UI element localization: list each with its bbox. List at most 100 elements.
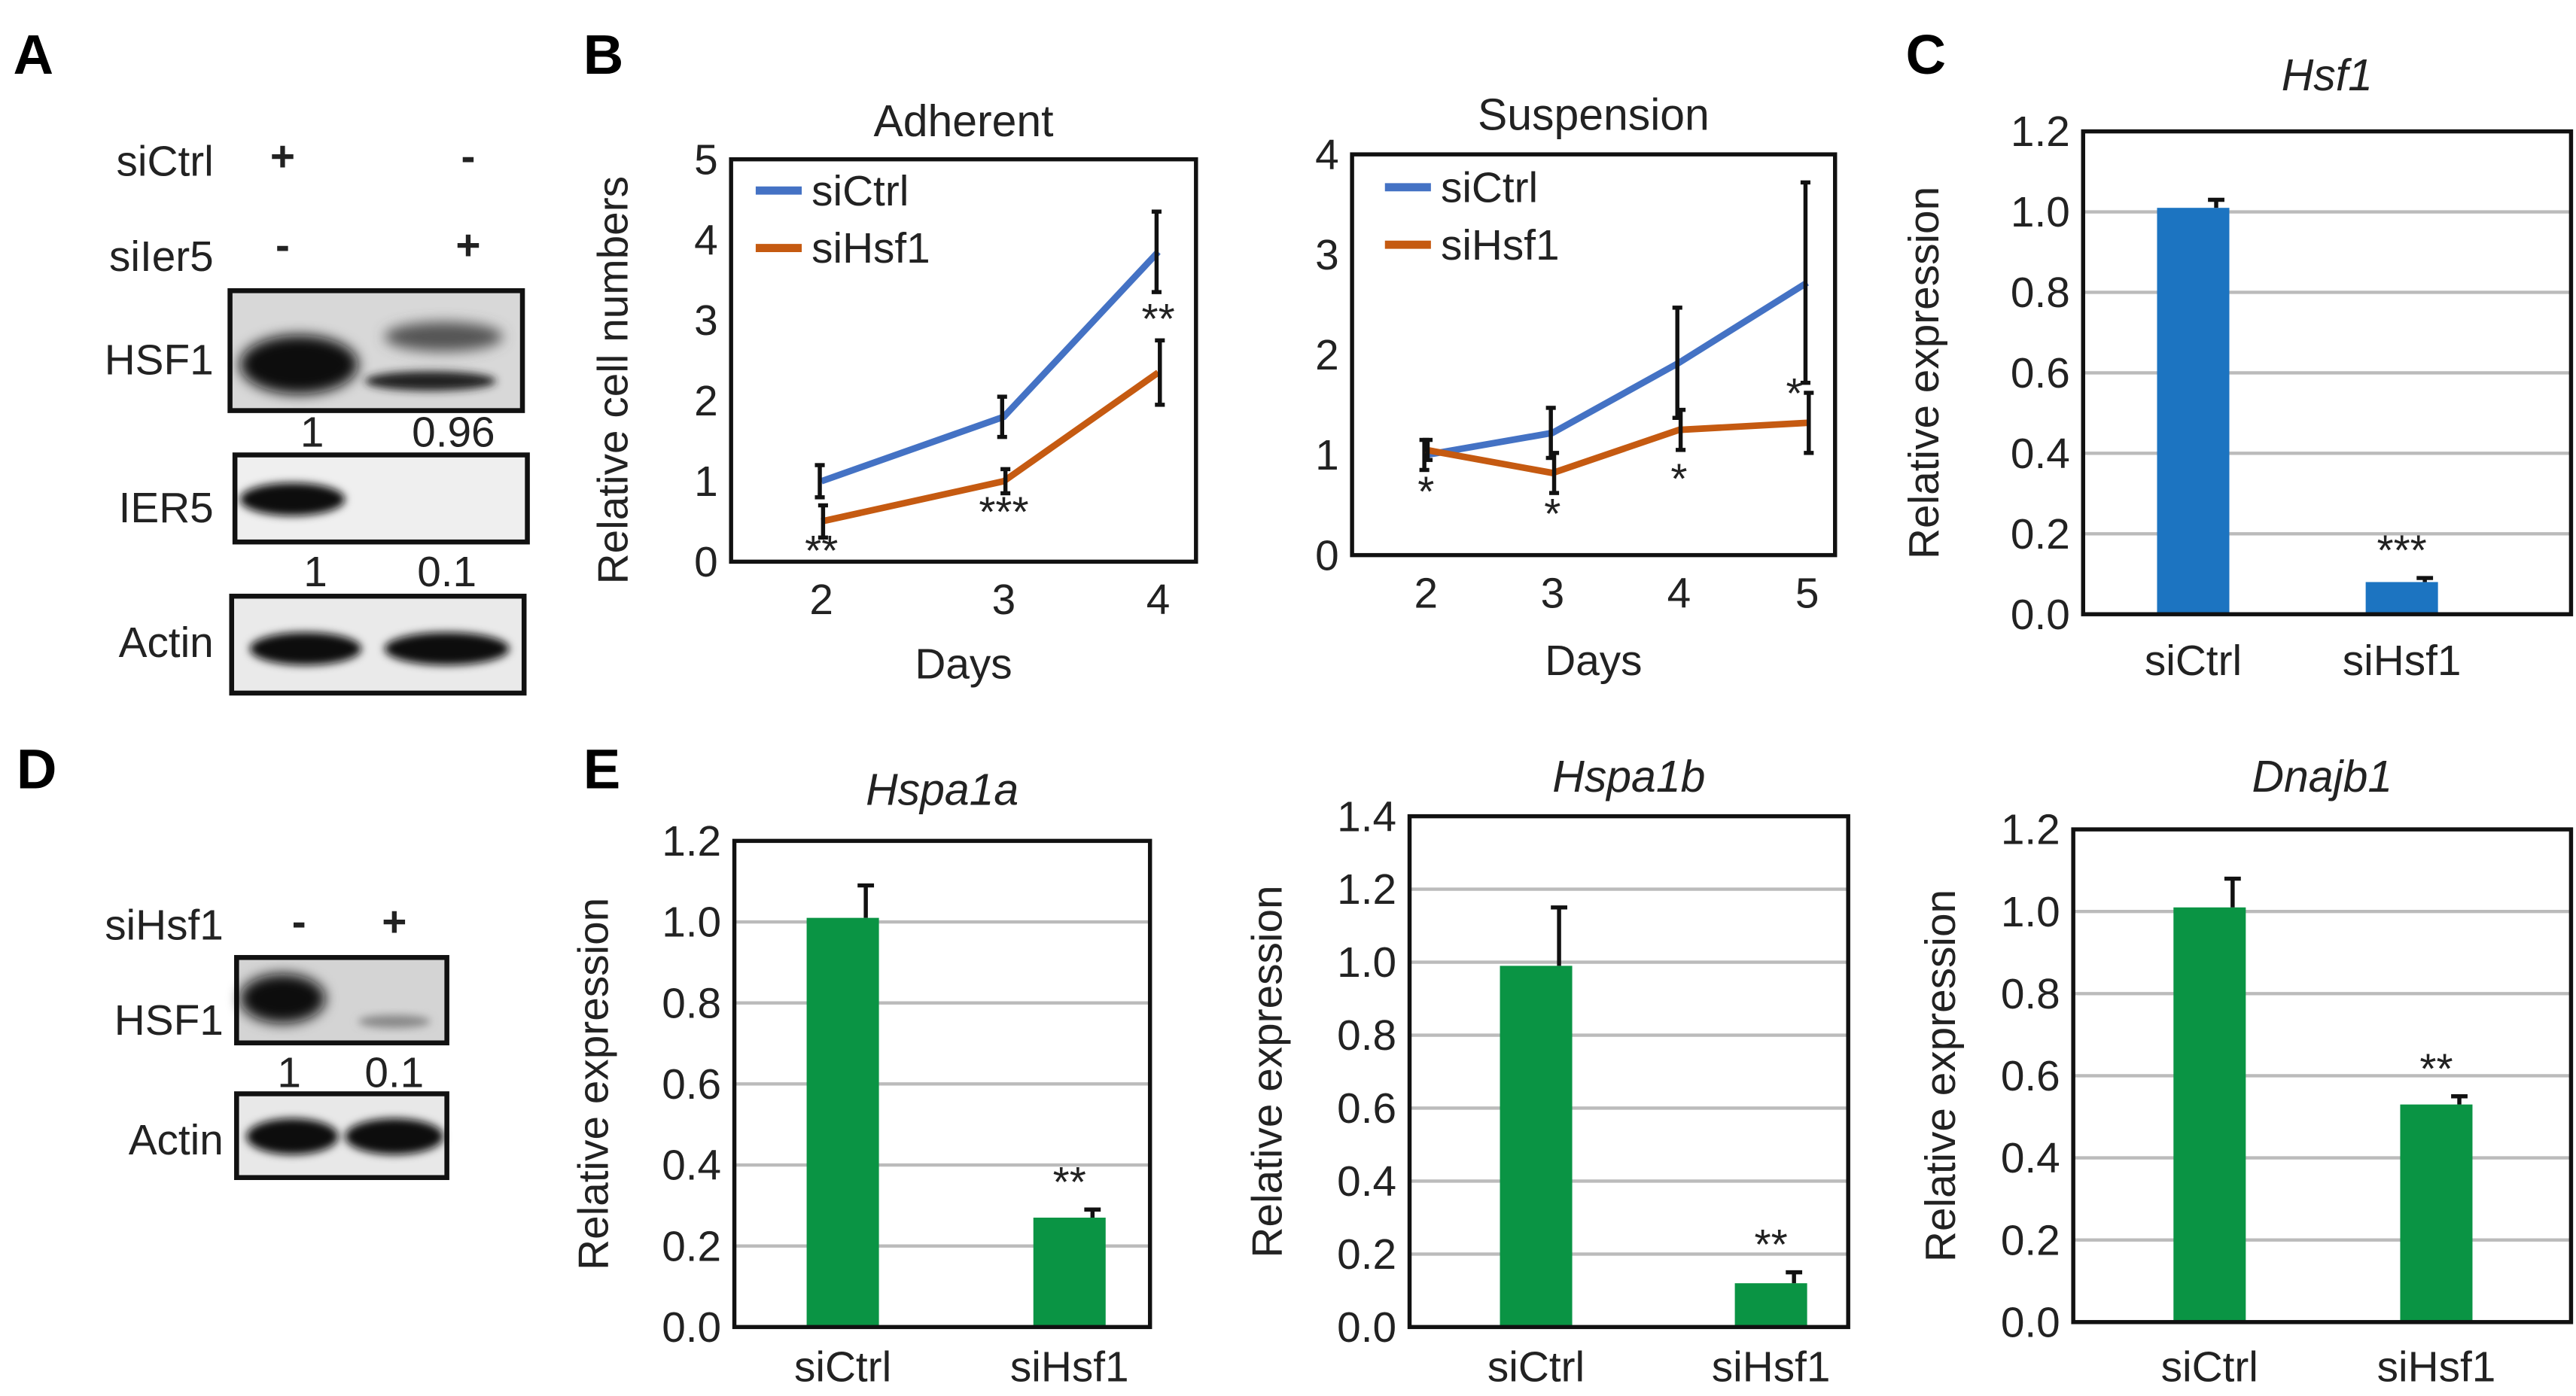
y-tick-label: 0.4	[2001, 1135, 2060, 1182]
chart-title: Hsf1	[2282, 51, 2373, 100]
panel-label-b: B	[583, 23, 624, 86]
legend-label: siCtrl	[1441, 164, 1538, 211]
x-tick-label: 4	[1667, 570, 1691, 617]
significance-marker: *	[1786, 370, 1803, 418]
treatment-label: siCtrl	[117, 138, 214, 186]
y-tick-label: 1.0	[662, 899, 721, 947]
band	[358, 1014, 431, 1029]
y-tick-label: 1	[694, 458, 718, 506]
x-tick-label: 5	[1795, 570, 1819, 617]
y-tick-label: 1.2	[1337, 866, 1396, 914]
y-tick-label: 0.8	[1337, 1012, 1396, 1060]
chart-hspa1a: Hspa1a 0.0 0.2 0.4 0.6 0.8 1.0 1.2 Relative expr…	[571, 765, 1153, 1391]
y-tick-label: 2	[1315, 332, 1339, 379]
y-tick-label: 4	[1315, 132, 1339, 179]
x-axis-label: Days	[1545, 637, 1642, 685]
plot-frame	[2071, 827, 2574, 1325]
chart-title: Suspension	[1478, 90, 1710, 139]
x-category-label: siCtrl	[1487, 1343, 1585, 1391]
x-tick-label: 2	[809, 576, 833, 624]
y-tick-label: 0.8	[2001, 971, 2060, 1018]
y-tick-label: 0.4	[662, 1142, 721, 1190]
y-tick-label: 0.2	[662, 1223, 721, 1270]
chart-hsf1: Hsf1 0.0 0.2 0.4 0.6 0.8 1.0 1.2 Relative expres…	[1901, 51, 2574, 685]
y-tick-label: 0.8	[2011, 269, 2070, 317]
band-label: HSF1	[105, 337, 214, 385]
y-tick-label: 1	[1315, 432, 1339, 479]
band	[384, 321, 503, 352]
treatment-sign: -	[276, 222, 290, 269]
x-category-label: siCtrl	[2161, 1343, 2258, 1391]
significance-marker: **	[805, 528, 838, 575]
panel-label-e: E	[583, 738, 620, 801]
y-tick-label: 0	[694, 539, 718, 586]
y-tick-label: 0.0	[662, 1304, 721, 1352]
bar-siCtrl	[1500, 966, 1573, 1328]
legend-label: siHsf1	[1441, 222, 1560, 269]
plot-frame	[1350, 152, 1838, 558]
y-axis-label: Relative cell numbers	[590, 176, 638, 584]
quantification: 1	[300, 409, 324, 457]
significance-marker: **	[2419, 1045, 2453, 1093]
x-tick-label: 3	[992, 576, 1016, 624]
y-tick-label: 1.4	[1337, 793, 1396, 841]
y-tick-label: 3	[1315, 232, 1339, 279]
band	[246, 1118, 339, 1155]
x-category-label: siHsf1	[2377, 1343, 2496, 1391]
western-blot-d: siHsf1 - + HSF1 1 0.1 Actin	[105, 899, 449, 1181]
y-axis-label: Relative expression	[1901, 187, 1948, 559]
chart-title: Hspa1b	[1552, 753, 1705, 801]
x-axis-label: Days	[915, 640, 1012, 688]
band-label: HSF1	[114, 997, 224, 1045]
treatment-sign: -	[461, 133, 476, 181]
treatment-sign: +	[270, 133, 295, 181]
panel-label-d: D	[17, 738, 57, 801]
chart-dnajb1: Dnajb1 0.0 0.2 0.4 0.6 0.8 1.0 1.2 Relative expr…	[1917, 753, 2574, 1391]
band	[239, 482, 346, 516]
series-line-siHsf1	[1425, 419, 1807, 476]
x-category-label: siHsf1	[1010, 1343, 1129, 1391]
significance-marker: **	[1755, 1221, 1788, 1269]
treatment-label: siIer5	[109, 233, 214, 281]
significance-marker: *	[1670, 455, 1687, 503]
significance-marker: **	[1053, 1159, 1086, 1206]
y-tick-label: 0.4	[2011, 430, 2070, 478]
band	[239, 335, 358, 394]
significance-marker: ***	[979, 489, 1028, 537]
y-tick-label: 0.0	[2011, 592, 2070, 639]
bar-siHsf1	[2400, 1104, 2473, 1322]
band-label: Actin	[119, 619, 214, 667]
series-line-siCtrl	[1425, 279, 1809, 458]
x-tick-label: 4	[1146, 576, 1171, 624]
treatment-sign: +	[382, 899, 406, 946]
band-label: Actin	[129, 1117, 224, 1164]
bar-siCtrl	[806, 917, 879, 1328]
band	[249, 632, 362, 665]
y-tick-label: 1.0	[2001, 889, 2060, 936]
chart-title: Hspa1a	[866, 765, 1019, 814]
y-tick-label: 0.6	[1337, 1085, 1396, 1133]
y-tick-label: 1.2	[662, 818, 721, 865]
quantification: 1	[303, 549, 327, 596]
x-tick-label: 2	[1414, 570, 1439, 617]
plot-frame	[732, 838, 1153, 1330]
y-tick-label: 1.0	[2011, 189, 2070, 236]
plot-frame	[2081, 129, 2574, 616]
bar-siCtrl	[2157, 208, 2230, 615]
band	[384, 632, 510, 665]
y-tick-label: 1.0	[1337, 939, 1396, 987]
plot-frame	[1407, 814, 1850, 1330]
band	[239, 974, 326, 1023]
plot-frame	[729, 157, 1198, 564]
x-category-label: siCtrl	[794, 1343, 891, 1391]
bar-siHsf1	[1033, 1217, 1106, 1328]
significance-marker: **	[1142, 296, 1175, 343]
y-tick-label: 0.2	[2001, 1217, 2060, 1264]
y-axis-label: Relative expression	[1244, 885, 1291, 1258]
quantification: 1	[277, 1050, 301, 1097]
y-axis-label: Relative expression	[1917, 890, 1965, 1262]
y-tick-label: 3	[694, 297, 718, 345]
quantification: 0.1	[417, 549, 477, 596]
bar-siHsf1	[1734, 1283, 1807, 1328]
